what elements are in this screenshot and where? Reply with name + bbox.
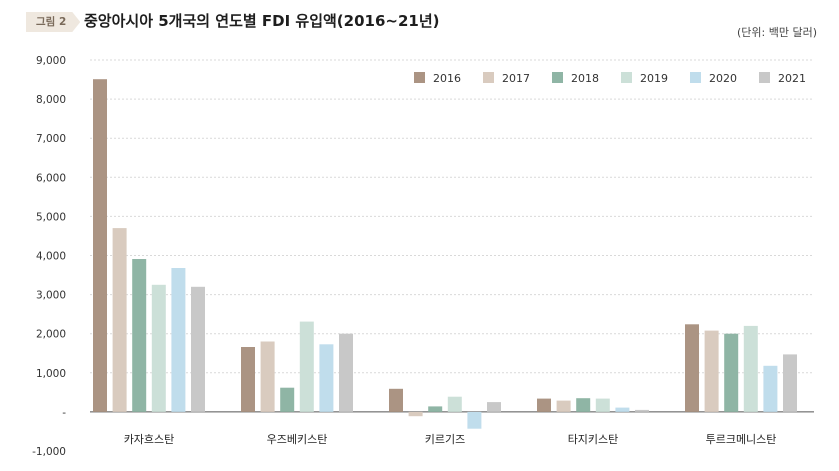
x-category-label: 우즈베키스탄 (267, 433, 328, 446)
bar-2019 (595, 398, 610, 412)
legend-label: 2019 (640, 72, 668, 85)
legend-label: 2016 (433, 72, 461, 85)
x-category-label: 키르기즈 (425, 433, 465, 446)
legend-swatch (621, 72, 632, 83)
bar-2019 (151, 284, 166, 412)
bar-2017 (408, 411, 423, 417)
bar-2020 (615, 407, 630, 412)
bar-2021 (339, 333, 353, 412)
bar-2017 (556, 400, 571, 412)
bar-2017 (260, 341, 275, 412)
chart-title: 중앙아시아 5개국의 연도별 FDI 유입액(2016~21년) (84, 12, 440, 30)
legend-label: 2021 (778, 72, 806, 85)
bar-2016 (389, 388, 403, 412)
bar-2017 (704, 330, 719, 412)
x-category-label: 타지키스탄 (568, 433, 619, 446)
bar-2019 (447, 396, 462, 412)
bar-2021 (635, 409, 649, 412)
bar-2020 (763, 365, 778, 412)
bar-2018 (132, 259, 147, 412)
bar-2018 (576, 398, 591, 412)
legend-label: 2020 (709, 72, 737, 85)
y-tick-label: 9,000 (36, 55, 66, 67)
y-tick-label: -1,000 (32, 446, 66, 458)
y-tick-label: 6,000 (36, 172, 66, 184)
x-category-label: 투르크메니스탄 (706, 433, 777, 446)
bar-2021 (487, 402, 501, 412)
bar-2016 (241, 347, 255, 412)
legend-swatch (759, 72, 770, 83)
bar-2017 (112, 228, 127, 412)
y-tick-label: 3,000 (36, 290, 66, 302)
y-tick-label: - (62, 407, 66, 419)
y-tick-label: 2,000 (36, 329, 66, 341)
y-tick-label: 8,000 (36, 94, 66, 106)
bar-2016 (93, 79, 107, 412)
bar-2018 (724, 333, 739, 412)
bar-2021 (191, 286, 205, 412)
legend-swatch (414, 72, 425, 83)
bar-2016 (537, 398, 551, 412)
figure-tag: 그림 2 (26, 12, 80, 32)
y-tick-label: 7,000 (36, 133, 66, 145)
bar-2019 (743, 325, 758, 412)
bar-2020 (319, 344, 334, 412)
y-tick-label: 4,000 (36, 251, 66, 263)
bar-2016 (685, 324, 699, 412)
bar-2020 (467, 411, 482, 429)
y-tick-label: 1,000 (36, 368, 66, 380)
legend-label: 2017 (502, 72, 530, 85)
bar-2019 (299, 321, 314, 412)
bar-2020 (171, 268, 186, 412)
unit-label: (단위: 백만 달러) (736, 26, 817, 39)
x-category-label: 카자흐스탄 (124, 433, 175, 446)
bar-2018 (428, 406, 443, 412)
y-tick-label: 5,000 (36, 211, 66, 223)
bar-2021 (783, 354, 797, 412)
bar-2018 (280, 387, 295, 412)
legend-swatch (552, 72, 563, 83)
legend-label: 2018 (571, 72, 599, 85)
legend-swatch (483, 72, 494, 83)
legend-swatch (690, 72, 701, 83)
